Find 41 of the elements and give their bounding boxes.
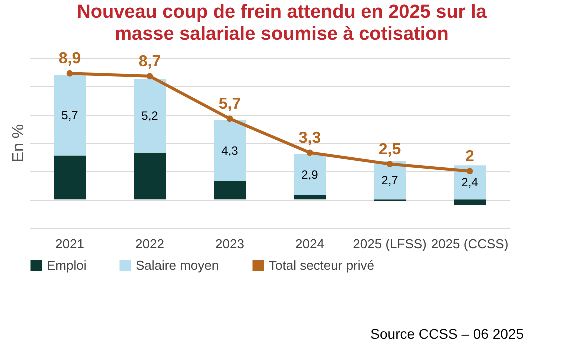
x-tick-label: 2024 xyxy=(296,236,324,252)
bar xyxy=(134,152,166,200)
point xyxy=(226,116,234,122)
legend-label: Emploi xyxy=(47,258,87,273)
y-axis-title: En % xyxy=(10,124,28,163)
x-tick-label: 2025 (LFSS) xyxy=(353,236,427,252)
data-label: 2,4 xyxy=(462,176,479,190)
bar xyxy=(454,200,486,206)
source-note: Source CCSS – 06 2025 xyxy=(370,326,524,342)
data-label: 5,2 xyxy=(142,109,159,124)
bar xyxy=(54,75,86,156)
point xyxy=(386,161,394,168)
data-label: 2 xyxy=(466,148,475,166)
point xyxy=(466,168,474,174)
point xyxy=(66,70,74,77)
x-tick-label: 2025 (CCSS) xyxy=(431,236,509,252)
data-label: 8,9 xyxy=(58,50,82,68)
legend-label: Salaire moyen xyxy=(136,258,220,273)
x-tick-label: 2023 xyxy=(216,236,244,252)
x-tick-label: 2022 xyxy=(136,236,164,252)
bar xyxy=(294,195,326,200)
chart-title: Nouveau coup de frein attendu en 2025 sur la masse salariale soumise à cotisation xyxy=(76,1,488,46)
x-tick-label: 2021 xyxy=(56,236,84,252)
bar xyxy=(54,156,86,200)
bar xyxy=(454,166,486,200)
bar xyxy=(374,161,406,200)
data-label: 2,7 xyxy=(382,174,399,188)
data-label: 4,3 xyxy=(222,144,239,158)
bar xyxy=(134,79,166,153)
legend-label: Total secteur privé xyxy=(269,258,374,273)
point xyxy=(146,73,154,80)
data-label: 8,7 xyxy=(138,53,162,70)
data-label: 5,7 xyxy=(218,96,242,113)
bar xyxy=(294,154,326,196)
data-label: 3,3 xyxy=(298,130,322,147)
data-label: 2,9 xyxy=(302,168,319,182)
data-label: 5,7 xyxy=(62,108,79,122)
bar xyxy=(214,181,246,200)
point xyxy=(306,150,314,156)
data-label: 2,5 xyxy=(378,141,402,158)
bar xyxy=(214,120,246,182)
